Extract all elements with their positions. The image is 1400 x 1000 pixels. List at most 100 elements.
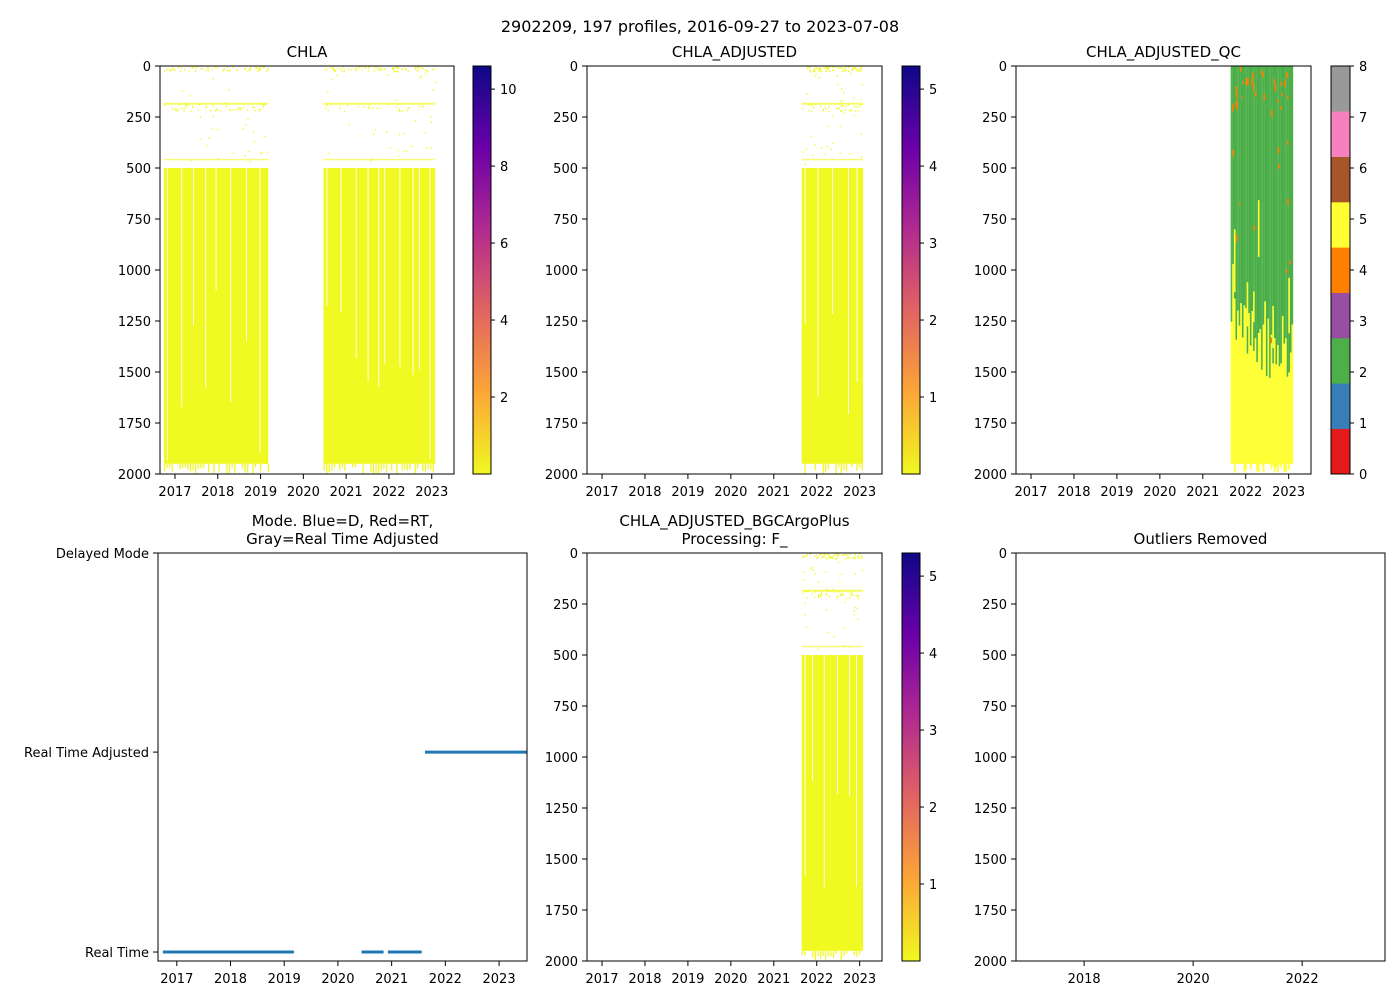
- chla-profile-sample: [406, 110, 408, 112]
- outliers-ytick-label: 1000: [974, 751, 1007, 766]
- bgcargoplus-profile-sample: [861, 555, 863, 557]
- chla-profile-sample: [343, 68, 345, 71]
- bgcargoplus-xtick-label: 2018: [628, 972, 661, 987]
- chla-profile-sample: [430, 121, 432, 124]
- chla-profile-sample: [342, 66, 344, 68]
- bgcargoplus-ytick-label: 1750: [545, 904, 578, 919]
- chla-profile-sample: [242, 106, 244, 109]
- chla_adjusted-profile-sample: [818, 77, 820, 79]
- chla_adjusted-ytick-label: 500: [553, 162, 578, 177]
- chla-profile-tail: [341, 463, 343, 468]
- chla-profile-sample: [348, 124, 350, 126]
- bgcargoplus-profile-tail: [801, 950, 804, 956]
- chla_adjusted-profile-sample: [852, 67, 854, 69]
- chla-profile-sample: [334, 70, 336, 73]
- chla_adjusted-profile-sample: [857, 110, 859, 112]
- bgcargoplus-profile-sample: [857, 557, 859, 559]
- chla-profile-sample: [358, 66, 360, 68]
- chla_adjusted_qc-qc-bad: [1287, 198, 1289, 206]
- bgcargoplus-profile-sample: [840, 594, 843, 597]
- mode-xtick-label: 2019: [268, 972, 301, 987]
- chla-profile-tail: [404, 463, 406, 470]
- chla-colorbar-tick-label: 8: [500, 160, 508, 175]
- bgcargoplus-profile-tail: [856, 950, 858, 957]
- chla_adjusted-profile-gap: [832, 168, 834, 314]
- chla_adjusted-profile-sample: [841, 67, 844, 69]
- chla_adjusted-profile-sample: [821, 70, 823, 72]
- mode-xtick-label: 2023: [483, 972, 516, 987]
- chla-profile-sample: [255, 67, 257, 70]
- chla_adjusted_qc-qc-good: [1275, 66, 1278, 365]
- chla-profile-sample: [264, 135, 266, 138]
- chla_adjusted-profile-sample: [847, 66, 849, 68]
- bgcargoplus-profile-sample: [823, 553, 826, 556]
- chla-profile-sample: [262, 106, 264, 108]
- chla_adjusted-profile-sample: [860, 66, 862, 69]
- chla_adjusted_qc-qc-probably: [1253, 350, 1255, 464]
- chla-profile-gap: [355, 168, 357, 359]
- bgcargoplus-profile-tail: [812, 950, 814, 958]
- chla-profile-sample: [205, 69, 207, 72]
- chla_adjusted-profile-tail: [843, 463, 845, 471]
- chla_adjusted_qc-qc-good: [1240, 66, 1243, 304]
- chla-profile-tail: [260, 463, 262, 472]
- bgcargoplus-profile-sample: [830, 557, 832, 559]
- chla-colorbar-frame: [472, 65, 492, 475]
- bgcargoplus-profile-sample: [847, 557, 849, 559]
- chla_adjusted-profile-sample: [819, 67, 821, 69]
- chla-profile-sample: [339, 68, 342, 70]
- bgcargoplus-profile-sample: [802, 579, 805, 581]
- chla-profile-tail: [179, 463, 181, 470]
- chla_adjusted_qc-ytick-label: 250: [982, 111, 1007, 126]
- chla-profile-sample: [403, 132, 406, 135]
- chla-profile-sample: [420, 75, 422, 78]
- chla-profile-sample: [418, 105, 420, 108]
- bgcargoplus-profile-gap: [812, 655, 814, 781]
- chla_adjusted-profile-sample: [833, 69, 835, 71]
- chla-profile-gap: [429, 168, 431, 459]
- bgcargoplus-profile-sample: [825, 570, 827, 573]
- chla_adjusted_qc-qc-probably: [1272, 305, 1275, 349]
- chla_adjusted_qc-qc-good: [1243, 66, 1246, 306]
- bgcargoplus-profile-sample: [856, 607, 858, 610]
- chla-profile-sample: [375, 66, 377, 69]
- chla-profile-sample: [368, 66, 370, 68]
- chla_adjusted_qc-qc-good: [1257, 66, 1260, 334]
- bgcargoplus-xtick-label: 2021: [757, 972, 790, 987]
- chla-profile-sample: [357, 105, 359, 107]
- chla-profile-sample: [219, 110, 221, 112]
- bgcargoplus-profile-sample: [851, 557, 853, 559]
- chla_adjusted_qc-colorbar-tick-label: 1: [1359, 417, 1367, 432]
- chla-profile-sample: [433, 68, 435, 71]
- chla-profile-sample: [404, 67, 407, 70]
- chla_adjusted-profile-sample: [830, 148, 832, 150]
- chla_adjusted-xtick-label: 2020: [714, 485, 747, 500]
- chla_adjusted_qc-qc-bad: [1287, 95, 1289, 100]
- chla_adjusted-profile-sample: [820, 70, 822, 73]
- chla-profile-sample: [237, 108, 239, 110]
- bgcargoplus-profile-sample: [811, 592, 813, 595]
- chla-profile-sample: [223, 69, 225, 71]
- bgcargoplus-colorbar-tick-label: 4: [929, 647, 937, 662]
- chla_adjusted_qc-qc-probably: [1257, 333, 1260, 472]
- mode-background: [158, 553, 527, 961]
- chla-profile-tail: [414, 463, 416, 474]
- mode-ytick-label: Delayed Mode: [56, 547, 149, 562]
- bgcargoplus-profile-sample: [853, 558, 855, 560]
- chla_adjusted-profile-sample: [860, 68, 863, 70]
- chla-profile-sample: [187, 104, 189, 107]
- chla-profile-sample: [258, 110, 260, 113]
- chla-title: CHLA: [287, 43, 328, 61]
- chla_adjusted-profile-sample: [840, 100, 842, 102]
- chla-profile-sample: [411, 145, 414, 148]
- panel-mode: Delayed Mode Real Time Adjusted Real Time 2…: [24, 512, 528, 987]
- bgcargoplus-profile-sample: [836, 553, 838, 555]
- chla-profile-sample: [395, 66, 398, 68]
- chla-profile-tail: [391, 463, 393, 471]
- chla-profile-gap: [205, 168, 207, 388]
- chla-profile-sample: [408, 107, 410, 109]
- panel-chla_adjusted: 2017 2018 2019 2020 2021 2022 2023 0 250 500 750 10…: [545, 43, 937, 500]
- bgcargoplus-profile-sample: [845, 597, 847, 600]
- chla-profile-sample: [422, 106, 424, 108]
- chla_adjusted_qc-qc-bad: [1235, 86, 1237, 92]
